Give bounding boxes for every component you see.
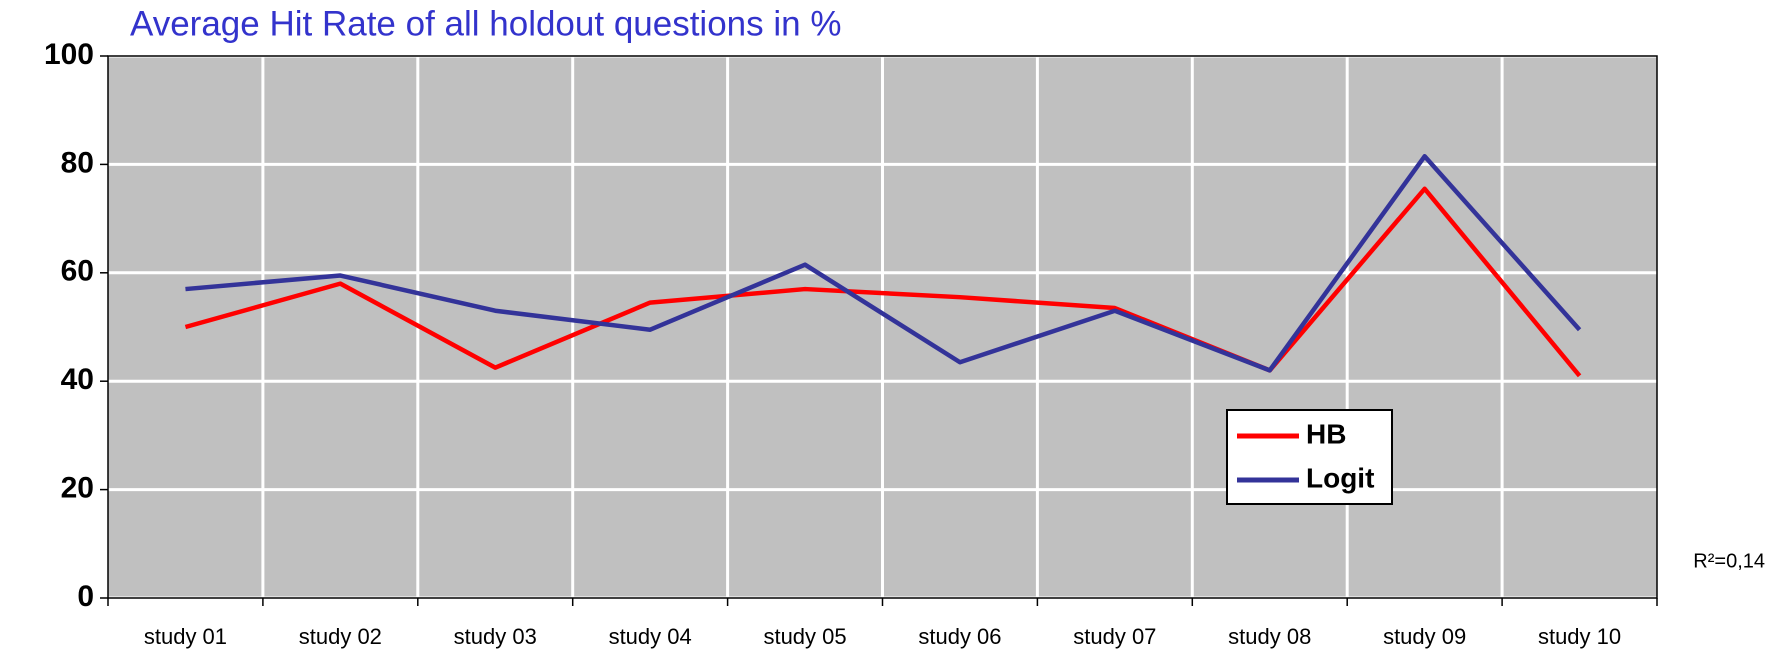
- legend-box: [1226, 409, 1393, 505]
- line-series: [184, 186, 1582, 378]
- x-tick-label: study 06: [918, 624, 1001, 649]
- x-tick-label: study 03: [454, 624, 537, 649]
- legend-label: Logit: [1306, 462, 1374, 493]
- legend-label: HB: [1306, 418, 1346, 449]
- x-tick-label: study 09: [1383, 624, 1466, 649]
- x-tick-label: study 04: [609, 624, 692, 649]
- chart-title: Average Hit Rate of all holdout question…: [130, 4, 841, 43]
- x-tick-label: study 02: [299, 624, 382, 649]
- annotation: R²=0,14: [1693, 550, 1765, 572]
- line-series: [185, 154, 1582, 373]
- y-tick-label: 60: [61, 255, 94, 288]
- x-tick-label: study 07: [1073, 624, 1156, 649]
- y-tick-label: 20: [61, 472, 94, 505]
- x-tick-label: study 01: [144, 624, 227, 649]
- y-tick-label: 100: [44, 38, 94, 71]
- y-tick-label: 40: [61, 363, 94, 396]
- x-tick-label: study 10: [1538, 624, 1621, 649]
- x-tick-label: study 05: [763, 624, 846, 649]
- x-tick-label: study 08: [1228, 624, 1311, 649]
- y-tick-label: 80: [61, 146, 94, 179]
- y-tick-label: 0: [77, 580, 94, 613]
